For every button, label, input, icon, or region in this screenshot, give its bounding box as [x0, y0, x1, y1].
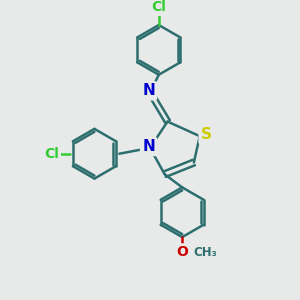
Text: CH₃: CH₃	[193, 246, 217, 259]
Text: Cl: Cl	[151, 0, 166, 14]
Text: S: S	[201, 127, 212, 142]
Text: N: N	[142, 83, 155, 98]
Text: N: N	[142, 139, 155, 154]
Text: O: O	[176, 245, 188, 259]
Text: Cl: Cl	[44, 147, 59, 161]
